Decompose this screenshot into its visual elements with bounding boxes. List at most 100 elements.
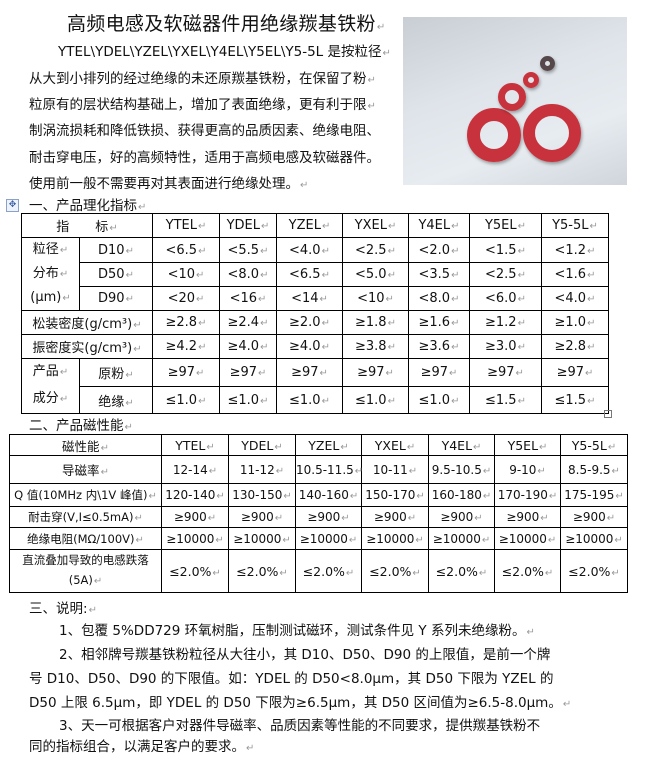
cell: ≤1.0: [342, 386, 409, 414]
cell: ≥4.0: [219, 334, 277, 359]
cell: <10: [152, 262, 220, 287]
cell: <6.5: [152, 236, 220, 264]
cell: ≥1.6: [408, 310, 470, 335]
cell: ≥3.0: [469, 334, 542, 359]
cell: ≥10000: [560, 527, 628, 550]
cell: 12-14: [161, 455, 229, 484]
cell: <1.6: [541, 262, 609, 287]
cell: ≥2.4: [219, 310, 277, 335]
table-row: 产品 成分 原粉 ≥97 ≥97 ≥97 ≥97 ≥97 ≥97 ≥97: [21, 358, 609, 414]
cell: <14: [276, 286, 343, 311]
cell: ≥1.0: [541, 310, 609, 335]
cell: <5.0: [342, 262, 409, 287]
cell: ≥10000: [428, 527, 495, 550]
cell: <16: [219, 286, 277, 311]
intro-line: YTEL\YDEL\YZEL\YXEL\Y4EL\Y5EL\Y5-5L 是按粒径: [58, 40, 391, 60]
table-row: D90 <20 <16 <14 <10 <8.0 <6.0 <4.0: [22, 286, 609, 311]
note-line: 1、包覆 5%DD729 环氧树脂，压制测试磁环，测试条件见 Y 系列未绝缘粉。: [59, 619, 535, 639]
cell: 9-10: [494, 455, 561, 484]
cell: 10.5-11.5: [295, 455, 362, 484]
cell: ≥97: [152, 358, 220, 387]
header-cell: 磁性能: [9, 434, 162, 456]
table-resize-handle[interactable]: [604, 410, 612, 418]
header-cell: Y5EL: [469, 213, 542, 238]
row-label-line: (5A): [10, 570, 161, 592]
header-cell: YTEL: [152, 213, 220, 238]
note-line: 2、相邻牌号羰基铁粉粒径从大往小，其 D10、D50、D90 的上限值，是前一个…: [59, 647, 551, 663]
cell: <8.0: [219, 262, 277, 287]
cell: 9.5-10.5: [428, 455, 495, 484]
cell: ≤2.0%: [560, 549, 628, 593]
table-move-handle-icon[interactable]: ✥: [6, 199, 19, 212]
cell: ≥10000: [295, 527, 362, 550]
psd-group-label: 粒径 分布 (μm): [21, 237, 80, 311]
table-row: 耐击穿(V,I≤0.5mA) ≥900 ≥900 ≥900 ≥900 ≥900 …: [9, 506, 628, 528]
cell: 120-140: [161, 483, 229, 507]
row-label: 绝缘电阻(MΩ/100V): [9, 527, 162, 550]
cell: 10-11: [361, 455, 429, 484]
toroid-medium: [498, 83, 526, 111]
cell: <6.0: [469, 286, 542, 311]
table-row: 绝缘电阻(MΩ/100V) ≥10000 ≥10000 ≥10000 ≥1000…: [9, 527, 628, 550]
cell: ≥4.2: [152, 334, 220, 359]
toroid-tiny: [540, 56, 555, 71]
cell: ≥2.8: [152, 310, 220, 335]
table-row: 直流叠加导致的电感跌落 (5A) ≤2.0% ≤2.0% ≤2.0% ≤2.0%…: [9, 549, 628, 593]
cell: 11-12: [228, 455, 296, 484]
header-cell: YDEL: [228, 434, 296, 456]
note-line: 3、天一可根据客户对器件导磁率、品质因素等性能的不同要求，提供羰基铁粉不: [59, 718, 541, 734]
cell: ≥97: [469, 358, 542, 387]
cell: <3.5: [408, 262, 470, 287]
cell: ≥97: [541, 358, 609, 387]
cell: ≤2.0%: [494, 549, 561, 593]
cell: <20: [152, 286, 220, 311]
header-cell: YXEL: [361, 434, 429, 456]
cell: ≥900: [295, 506, 362, 528]
row-label: D50: [79, 262, 153, 287]
cell: 140-160: [295, 483, 362, 507]
cell: ≥97: [276, 358, 343, 387]
cell: <2.5: [342, 236, 409, 264]
table-row: Q 值(10MHz 内\1V 峰值) 120-140 130-150 140-1…: [9, 483, 628, 507]
row-label: 振密度实(g/cm³): [21, 334, 153, 359]
intro-line: 从大到小排列的经过绝缘的未还原羰基铁粉，在保留了粉: [29, 67, 376, 87]
cell: ≥10000: [494, 527, 561, 550]
document-title: 高频电感及软磁器件用绝缘羰基铁粉: [67, 9, 386, 36]
cell: ≤1.5: [541, 386, 609, 414]
cell: <1.5: [469, 236, 542, 264]
cell: <10: [342, 286, 409, 311]
intro-line: 使用前一般不需要再对其表面进行绝缘处理。: [29, 172, 308, 192]
section3-heading: 三、说明:: [29, 597, 97, 617]
cell: <4.0: [541, 286, 609, 311]
cell: ≤2.0%: [428, 549, 495, 593]
toroid-large-left: [467, 108, 521, 162]
intro-line: 制涡流损耗和降低铁损、获得更高的品质因素、绝缘电阻、: [29, 123, 380, 139]
header-cell: Y5EL: [494, 434, 561, 456]
row-label-line: 直流叠加导致的电感跌落: [22, 553, 149, 567]
cell: ≥4.0: [276, 334, 343, 359]
row-label: Q 值(10MHz 内\1V 峰值): [9, 483, 162, 507]
note-line: D50 上限 6.5μm，即 YDEL 的 D50 下限为≥6.5μm，其 D5…: [29, 691, 571, 711]
header-cell: Y5-5L: [541, 213, 609, 238]
cell: ≤2.0%: [361, 549, 429, 593]
toroid-small: [523, 72, 539, 88]
row-label: 绝缘: [79, 386, 153, 414]
cell: ≥900: [228, 506, 296, 528]
composition-group-label: 产品 成分: [21, 358, 80, 414]
group-label-line: 产品: [22, 359, 79, 386]
group-label-line: 分布: [22, 262, 79, 286]
cell: ≤1.0: [219, 386, 277, 414]
cell: ≤1.0: [276, 386, 343, 414]
cell: ≥900: [361, 506, 429, 528]
row-label: D90: [79, 286, 153, 311]
cell: ≥1.2: [469, 310, 542, 335]
cell: ≤1.0: [152, 386, 220, 414]
header-cell: YTEL: [161, 434, 229, 456]
cell: 170-190: [494, 483, 561, 507]
magnetic-properties-table: 磁性能 YTEL YDEL YZEL YXEL Y4EL Y5EL Y5-5L …: [9, 434, 628, 593]
cell: ≥1.8: [342, 310, 409, 335]
header-cell: YZEL: [276, 213, 343, 238]
cell: ≥3.8: [342, 334, 409, 359]
header-cell: YXEL: [342, 213, 409, 238]
cell: ≥900: [161, 506, 229, 528]
